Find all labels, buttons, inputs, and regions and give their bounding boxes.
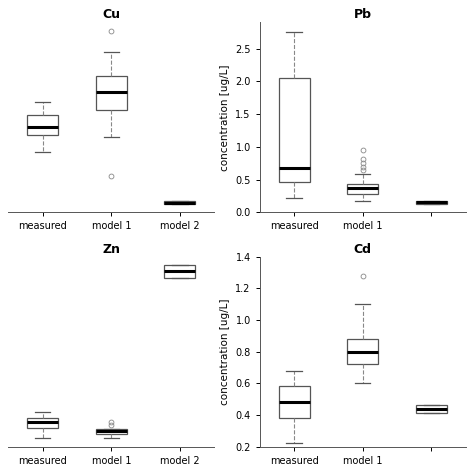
PathPatch shape [27, 418, 58, 428]
PathPatch shape [416, 201, 447, 204]
Title: Zn: Zn [102, 243, 120, 255]
Title: Cd: Cd [354, 243, 372, 255]
PathPatch shape [416, 405, 447, 413]
Title: Cu: Cu [102, 9, 120, 21]
PathPatch shape [27, 115, 58, 136]
PathPatch shape [279, 386, 310, 418]
PathPatch shape [347, 339, 378, 365]
PathPatch shape [164, 265, 195, 278]
PathPatch shape [96, 76, 127, 110]
Title: Pb: Pb [354, 9, 372, 21]
Y-axis label: concentration [ug/L]: concentration [ug/L] [220, 64, 230, 171]
PathPatch shape [96, 429, 127, 434]
PathPatch shape [347, 183, 378, 194]
PathPatch shape [279, 78, 310, 182]
Y-axis label: concentration [ug/L]: concentration [ug/L] [220, 299, 230, 405]
PathPatch shape [164, 201, 195, 204]
